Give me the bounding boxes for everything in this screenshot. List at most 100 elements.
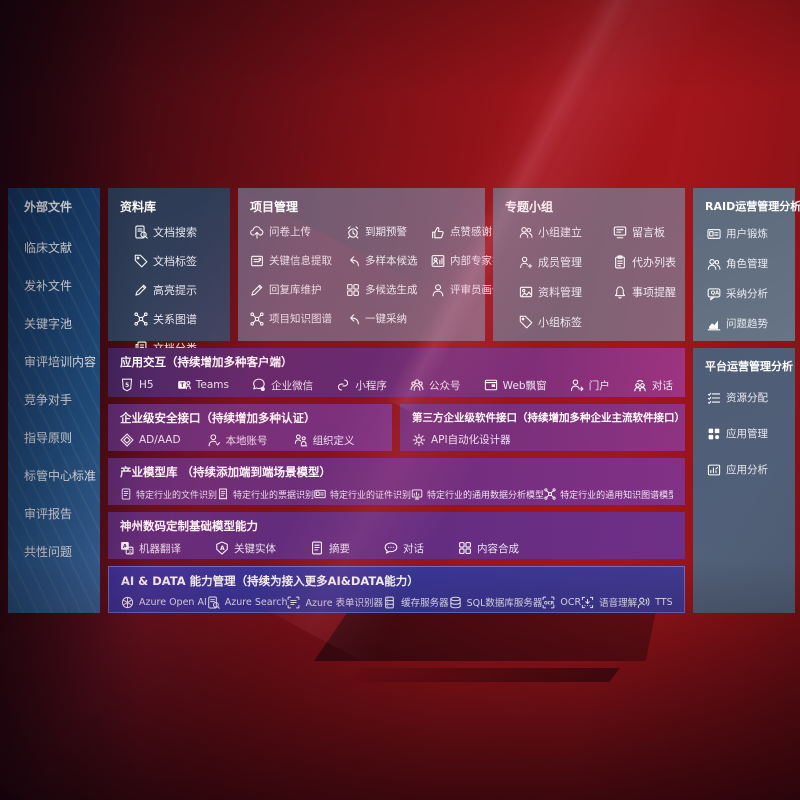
ocr-icon: OCR [542,596,555,609]
svg-text:OCR: OCR [544,600,555,606]
ai-data-items: Azure Open AI Azure Search Azure 表单识别器 缓存服务… [121,592,672,612]
list-item: 多候选生成 [346,282,431,297]
list-item: 5 H5 [120,378,154,392]
bbs-icon [613,225,627,239]
item-label: 一键采纳 [365,313,407,325]
list-item: 文档搜索 [134,224,230,240]
list-item: TTS [637,596,672,609]
panel-project-management: 项目管理 问卷上传 到期预警 点赞感谢 关键信息提取 多样本候选 内部专家排名 回复库维护多… [238,188,513,341]
app-chart-icon [707,463,721,477]
item-label: 小组标签 [538,316,582,329]
item-label: OCR [560,596,582,608]
list-item: 门户 [570,378,610,393]
panel-title: 神州数码定制基础模型能力 [120,519,258,533]
item-label: 应用分析 [726,464,768,476]
item-label: 回复库维护 [269,284,322,296]
cache-server-icon [383,596,396,609]
list-item: 对话 [384,541,424,556]
item-label: 特定行业的通用知识图谱模型 [560,490,673,501]
item-label: 资源分配 [726,392,768,404]
list-item: 内容合成 [458,541,519,556]
chat-people-icon [633,378,647,392]
item-label: Azure 表单识别器 [305,598,384,609]
item-label: 门户 [588,379,610,392]
list-item: 特定行业的证件识别 [314,488,411,501]
list-item: 高亮提示 [134,282,230,298]
id-card-icon [314,488,326,500]
list-item: SQL数据库服务器 [449,595,542,609]
pencil-icon [250,283,264,297]
list-item: Azure Search [207,595,287,609]
item-label: 内容合成 [477,542,519,555]
security-interface-items: AD/AAD 本地账号 组织定义 [120,429,380,451]
list-item: AD/AAD [120,433,181,447]
panel-title: 外部文件 [24,200,73,214]
list-item: API自动化设计器 [412,432,511,447]
network-icon [250,311,264,326]
list-item: Web飘窗 [484,378,547,393]
tag-icon [134,254,148,268]
image-icon [519,285,533,299]
item-label: 特定行业的票据识别 [233,490,315,501]
list-item: 指导原则 [24,429,100,446]
doc-icon [120,488,132,500]
list-item: 关键字池 [24,315,100,332]
item-label: 文档搜索 [153,226,197,239]
voice-icon [581,596,594,609]
base-models-items: A 文机器翻译 A 关键实体 摘要 对话 内容合成 [120,537,673,559]
list-item: 资料管理 [519,284,613,300]
list-item: 标管中心标准 [24,467,100,484]
item-label: 小组建立 [538,226,582,239]
item-label: 角色管理 [726,258,768,270]
list-item: Azure 表单识别器 [287,595,383,609]
item-label: 多候选生成 [365,284,418,296]
item-label: 关键字池 [24,317,73,331]
list-item: 本地账号 [207,433,268,448]
item-label: 多样本候选 [365,255,418,267]
list-item: A 文机器翻译 [120,541,181,556]
panel-security-interface: 企业级安全接口（持续增加多种认证） AD/AAD 本地账号 组织定义 [108,404,392,451]
panel-title: 产业模型库 （持续添加端到端场景模型） [120,465,332,479]
list-item: 资源分配 [707,390,795,405]
item-label: 关系图谱 [153,313,197,326]
panel-title: 平台运营管理分析 [705,360,793,373]
item-label: Web飘窗 [502,379,547,392]
list-item: 文档标签 [134,253,230,269]
panel-ai-data-management: AI & DATA 能力管理（持续为接入更多AI&DATA能力） Azure O… [108,566,685,613]
list-item: 缓存服务器 [383,595,449,609]
item-label: 问题趋势 [726,318,768,330]
list-item: 问题趋势 [707,316,795,331]
app-interaction-items: 5 H5 T Teams 企业微信 小程序 公众号 Web飘窗 门户 对话 [120,373,673,397]
list-item: 发补文件 [24,277,100,294]
list-item: OCR OCR [542,596,581,609]
item-label: 竞争对手 [24,393,73,407]
portal-person-icon [570,378,584,392]
item-label: 采纳分析 [726,288,768,300]
list-item: 关系图谱 [134,311,230,327]
item-label: 企业微信 [271,379,314,392]
form-scan-icon [287,596,300,609]
list-item: 审评培训内容 [24,353,100,370]
openai-icon [121,596,134,609]
list-item: 特定行业的票据识别 [217,488,314,501]
item-label: 留言板 [632,226,665,239]
item-label: 指导原则 [24,431,73,445]
list-item: T Teams [177,378,229,392]
list-item: 审评报告 [24,505,100,522]
item-label: 关键信息提取 [269,255,332,267]
monitor-stand [314,611,656,661]
panel-title: 资料库 [120,200,157,214]
repository-items: 文档搜索文档标签高亮提示关系图谱文档分类 [134,224,230,356]
item-label: 关键实体 [234,542,276,555]
item-label: 摘要 [329,542,350,555]
list-item: 对话 [633,378,673,393]
alarm-icon [346,225,360,239]
clipboard-icon [613,255,627,269]
list-item: 问卷上传 [250,224,346,239]
list-item: Azure Open AI [121,596,207,609]
network-icon [544,488,556,500]
list-item: 公众号 [410,378,461,393]
item-label: 共性问题 [24,545,73,559]
